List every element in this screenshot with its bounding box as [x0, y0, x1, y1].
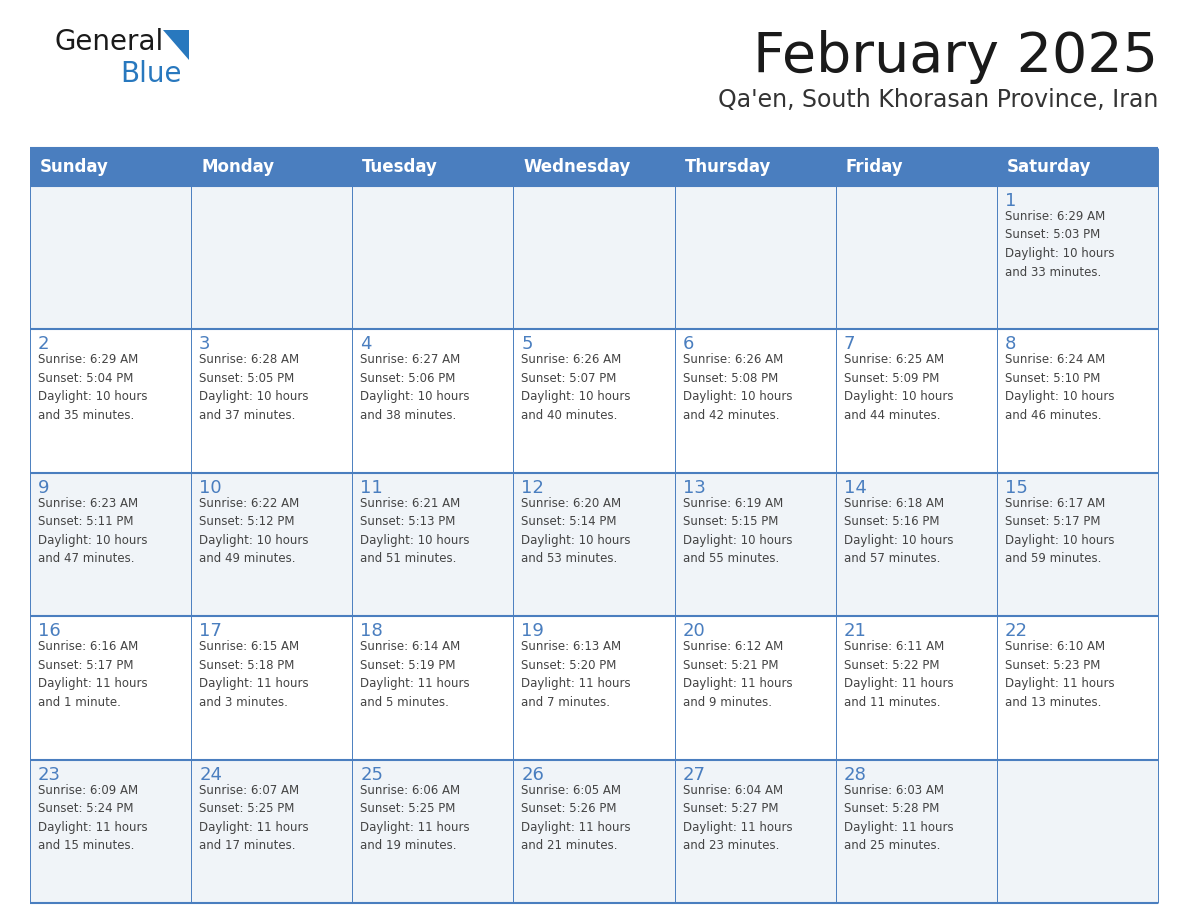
Text: Sunrise: 6:10 AM
Sunset: 5:23 PM
Daylight: 11 hours
and 13 minutes.: Sunrise: 6:10 AM Sunset: 5:23 PM Dayligh…: [1005, 640, 1114, 709]
Text: Friday: Friday: [846, 158, 903, 176]
Bar: [30, 186, 1158, 330]
Bar: [30, 759, 1158, 903]
Text: Sunrise: 6:04 AM
Sunset: 5:27 PM
Daylight: 11 hours
and 23 minutes.: Sunrise: 6:04 AM Sunset: 5:27 PM Dayligh…: [683, 784, 792, 852]
Text: Sunrise: 6:29 AM
Sunset: 5:03 PM
Daylight: 10 hours
and 33 minutes.: Sunrise: 6:29 AM Sunset: 5:03 PM Dayligh…: [1005, 210, 1114, 278]
Text: Qa'en, South Khorasan Province, Iran: Qa'en, South Khorasan Province, Iran: [718, 88, 1158, 112]
Text: 23: 23: [38, 766, 61, 784]
Text: February 2025: February 2025: [753, 30, 1158, 84]
Text: 8: 8: [1005, 335, 1016, 353]
Text: Sunrise: 6:06 AM
Sunset: 5:25 PM
Daylight: 11 hours
and 19 minutes.: Sunrise: 6:06 AM Sunset: 5:25 PM Dayligh…: [360, 784, 470, 852]
Text: 2: 2: [38, 335, 50, 353]
Text: 13: 13: [683, 479, 706, 497]
Text: 19: 19: [522, 622, 544, 640]
Text: Sunrise: 6:13 AM
Sunset: 5:20 PM
Daylight: 11 hours
and 7 minutes.: Sunrise: 6:13 AM Sunset: 5:20 PM Dayligh…: [522, 640, 631, 709]
Text: Sunrise: 6:24 AM
Sunset: 5:10 PM
Daylight: 10 hours
and 46 minutes.: Sunrise: 6:24 AM Sunset: 5:10 PM Dayligh…: [1005, 353, 1114, 422]
Text: Sunrise: 6:21 AM
Sunset: 5:13 PM
Daylight: 10 hours
and 51 minutes.: Sunrise: 6:21 AM Sunset: 5:13 PM Dayligh…: [360, 497, 469, 565]
Text: 7: 7: [843, 335, 855, 353]
Text: 22: 22: [1005, 622, 1028, 640]
Text: 9: 9: [38, 479, 50, 497]
Text: Sunrise: 6:19 AM
Sunset: 5:15 PM
Daylight: 10 hours
and 55 minutes.: Sunrise: 6:19 AM Sunset: 5:15 PM Dayligh…: [683, 497, 792, 565]
Text: Wednesday: Wednesday: [524, 158, 631, 176]
Text: 21: 21: [843, 622, 866, 640]
Text: Sunrise: 6:18 AM
Sunset: 5:16 PM
Daylight: 10 hours
and 57 minutes.: Sunrise: 6:18 AM Sunset: 5:16 PM Dayligh…: [843, 497, 953, 565]
Text: Sunrise: 6:25 AM
Sunset: 5:09 PM
Daylight: 10 hours
and 44 minutes.: Sunrise: 6:25 AM Sunset: 5:09 PM Dayligh…: [843, 353, 953, 422]
Text: Sunrise: 6:14 AM
Sunset: 5:19 PM
Daylight: 11 hours
and 5 minutes.: Sunrise: 6:14 AM Sunset: 5:19 PM Dayligh…: [360, 640, 470, 709]
Text: Sunrise: 6:26 AM
Sunset: 5:08 PM
Daylight: 10 hours
and 42 minutes.: Sunrise: 6:26 AM Sunset: 5:08 PM Dayligh…: [683, 353, 792, 422]
Text: 11: 11: [360, 479, 383, 497]
Text: General: General: [55, 28, 164, 56]
Text: 17: 17: [200, 622, 222, 640]
Text: Sunrise: 6:09 AM
Sunset: 5:24 PM
Daylight: 11 hours
and 15 minutes.: Sunrise: 6:09 AM Sunset: 5:24 PM Dayligh…: [38, 784, 147, 852]
Text: 18: 18: [360, 622, 383, 640]
Text: 14: 14: [843, 479, 866, 497]
Text: Sunday: Sunday: [40, 158, 109, 176]
Text: Sunrise: 6:26 AM
Sunset: 5:07 PM
Daylight: 10 hours
and 40 minutes.: Sunrise: 6:26 AM Sunset: 5:07 PM Dayligh…: [522, 353, 631, 422]
Text: Sunrise: 6:11 AM
Sunset: 5:22 PM
Daylight: 11 hours
and 11 minutes.: Sunrise: 6:11 AM Sunset: 5:22 PM Dayligh…: [843, 640, 953, 709]
Text: 24: 24: [200, 766, 222, 784]
Text: 12: 12: [522, 479, 544, 497]
Text: 3: 3: [200, 335, 210, 353]
Text: Blue: Blue: [120, 60, 182, 88]
Text: 1: 1: [1005, 192, 1016, 210]
Text: Sunrise: 6:23 AM
Sunset: 5:11 PM
Daylight: 10 hours
and 47 minutes.: Sunrise: 6:23 AM Sunset: 5:11 PM Dayligh…: [38, 497, 147, 565]
Text: 28: 28: [843, 766, 866, 784]
Text: Monday: Monday: [201, 158, 274, 176]
Text: 4: 4: [360, 335, 372, 353]
Text: 20: 20: [683, 622, 706, 640]
Text: Sunrise: 6:15 AM
Sunset: 5:18 PM
Daylight: 11 hours
and 3 minutes.: Sunrise: 6:15 AM Sunset: 5:18 PM Dayligh…: [200, 640, 309, 709]
Bar: [30, 616, 1158, 759]
Text: Sunrise: 6:28 AM
Sunset: 5:05 PM
Daylight: 10 hours
and 37 minutes.: Sunrise: 6:28 AM Sunset: 5:05 PM Dayligh…: [200, 353, 309, 422]
Bar: [30, 148, 1158, 186]
Bar: [30, 330, 1158, 473]
Text: 10: 10: [200, 479, 222, 497]
Text: Saturday: Saturday: [1007, 158, 1092, 176]
Text: 5: 5: [522, 335, 533, 353]
Bar: [30, 473, 1158, 616]
Text: Thursday: Thursday: [684, 158, 771, 176]
Text: Sunrise: 6:20 AM
Sunset: 5:14 PM
Daylight: 10 hours
and 53 minutes.: Sunrise: 6:20 AM Sunset: 5:14 PM Dayligh…: [522, 497, 631, 565]
Text: 15: 15: [1005, 479, 1028, 497]
Text: Sunrise: 6:16 AM
Sunset: 5:17 PM
Daylight: 11 hours
and 1 minute.: Sunrise: 6:16 AM Sunset: 5:17 PM Dayligh…: [38, 640, 147, 709]
Text: Sunrise: 6:22 AM
Sunset: 5:12 PM
Daylight: 10 hours
and 49 minutes.: Sunrise: 6:22 AM Sunset: 5:12 PM Dayligh…: [200, 497, 309, 565]
Text: Sunrise: 6:27 AM
Sunset: 5:06 PM
Daylight: 10 hours
and 38 minutes.: Sunrise: 6:27 AM Sunset: 5:06 PM Dayligh…: [360, 353, 469, 422]
Text: 16: 16: [38, 622, 61, 640]
Text: 26: 26: [522, 766, 544, 784]
Text: Sunrise: 6:03 AM
Sunset: 5:28 PM
Daylight: 11 hours
and 25 minutes.: Sunrise: 6:03 AM Sunset: 5:28 PM Dayligh…: [843, 784, 953, 852]
Text: Sunrise: 6:29 AM
Sunset: 5:04 PM
Daylight: 10 hours
and 35 minutes.: Sunrise: 6:29 AM Sunset: 5:04 PM Dayligh…: [38, 353, 147, 422]
Text: Sunrise: 6:07 AM
Sunset: 5:25 PM
Daylight: 11 hours
and 17 minutes.: Sunrise: 6:07 AM Sunset: 5:25 PM Dayligh…: [200, 784, 309, 852]
Text: Sunrise: 6:17 AM
Sunset: 5:17 PM
Daylight: 10 hours
and 59 minutes.: Sunrise: 6:17 AM Sunset: 5:17 PM Dayligh…: [1005, 497, 1114, 565]
Text: Sunrise: 6:12 AM
Sunset: 5:21 PM
Daylight: 11 hours
and 9 minutes.: Sunrise: 6:12 AM Sunset: 5:21 PM Dayligh…: [683, 640, 792, 709]
Text: Tuesday: Tuesday: [362, 158, 438, 176]
Text: Sunrise: 6:05 AM
Sunset: 5:26 PM
Daylight: 11 hours
and 21 minutes.: Sunrise: 6:05 AM Sunset: 5:26 PM Dayligh…: [522, 784, 631, 852]
Polygon shape: [163, 30, 189, 60]
Text: 6: 6: [683, 335, 694, 353]
Text: 25: 25: [360, 766, 384, 784]
Text: 27: 27: [683, 766, 706, 784]
